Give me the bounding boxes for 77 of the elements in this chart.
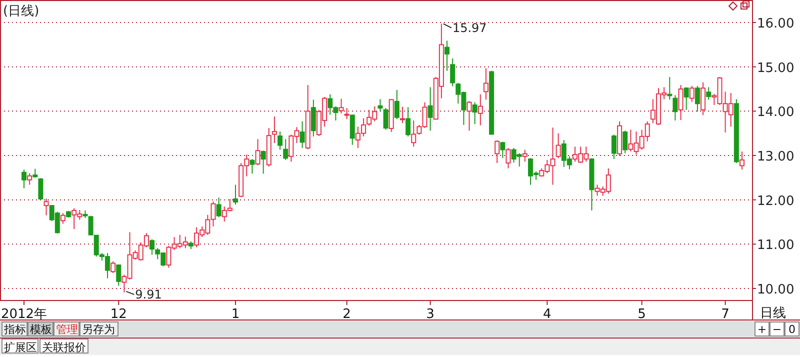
x-tick-label: 5	[638, 307, 646, 322]
x-tick-label: 12	[110, 307, 127, 322]
candlestick	[383, 108, 388, 130]
candlestick	[216, 197, 222, 218]
candlestick	[700, 82, 706, 116]
y-tick-label: 15.00	[757, 60, 794, 76]
text: 另存为	[82, 323, 115, 336]
candlestick	[622, 130, 628, 154]
candlestick	[283, 138, 288, 160]
y-tick-label: 13.00	[757, 149, 794, 164]
candlestick	[478, 94, 483, 126]
text: 0	[788, 323, 796, 336]
candlestick	[27, 172, 32, 186]
candlestick	[472, 102, 478, 125]
candlestick	[116, 264, 122, 286]
candlestick	[233, 184, 238, 206]
candlestick	[400, 106, 405, 124]
y-tick-label: 10.00	[757, 282, 794, 298]
candlestick	[300, 120, 305, 148]
candlestick	[110, 260, 116, 274]
chart-title: (日线)	[3, 4, 40, 19]
text: 日线	[760, 306, 786, 321]
candlestick	[611, 134, 616, 160]
candlestick	[684, 86, 689, 110]
candlestick	[689, 85, 694, 102]
candlestick	[338, 98, 344, 114]
candlestick	[450, 58, 456, 87]
candlestick	[694, 85, 700, 112]
candlestick	[556, 132, 561, 159]
candlestick	[394, 89, 400, 120]
candlestick	[22, 169, 26, 189]
y-tick-label: 11.00	[757, 238, 794, 254]
candlestick	[466, 100, 472, 132]
candlestick	[344, 108, 350, 120]
text: 指标	[3, 323, 26, 336]
candlestick	[260, 150, 266, 174]
candlestick	[667, 76, 672, 100]
text: +	[757, 323, 767, 336]
x-tick-label: 4	[543, 307, 552, 322]
text: 关联报价	[42, 341, 86, 354]
text: −	[772, 323, 782, 336]
text: 模板	[30, 323, 52, 336]
candlestick	[506, 147, 511, 169]
text: 扩展区	[4, 341, 37, 354]
candlestick	[522, 149, 528, 162]
candlestick	[706, 86, 712, 100]
candlestick	[678, 84, 684, 121]
candlestick	[483, 68, 488, 100]
x-tick-label: 2	[342, 307, 351, 322]
candlestick	[255, 138, 260, 166]
candlestick	[500, 141, 506, 159]
candlestick	[672, 94, 678, 121]
candlestick	[310, 99, 316, 137]
candlestick	[740, 151, 744, 170]
candlestick	[444, 40, 450, 72]
candlestick	[378, 98, 383, 112]
candlestick	[150, 238, 155, 256]
candlestick	[406, 106, 411, 137]
candlestick	[350, 114, 355, 146]
candlestick	[60, 212, 66, 224]
annotation: 15.97	[452, 20, 487, 35]
text: 管理	[56, 323, 78, 336]
x-tick-label: 2012年	[0, 307, 48, 322]
candlestick	[278, 131, 283, 150]
y-tick-label: 12.00	[757, 194, 794, 209]
x-tick-label: 3	[426, 307, 434, 322]
candlestick	[272, 116, 277, 144]
x-tick-label: 7	[721, 307, 730, 322]
candlestick	[44, 198, 49, 216]
candlestick	[428, 86, 433, 132]
annotation: 9.91	[135, 287, 162, 302]
x-tick-label: 1	[231, 307, 240, 322]
y-tick-label: 16.00	[757, 16, 794, 32]
candlestick	[494, 140, 500, 164]
y-tick-label: 14.00	[757, 105, 794, 120]
candlestick	[250, 158, 255, 174]
candlestick	[38, 178, 44, 200]
